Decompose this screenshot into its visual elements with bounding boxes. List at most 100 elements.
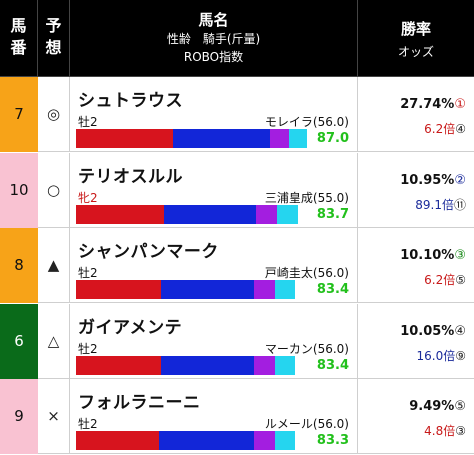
table-header: 馬 番 予 想 馬名 性齢 騎手(斤量) ROBO指数 勝率 オッズ [0,0,474,77]
horse-name[interactable]: シュトラウス [78,91,183,111]
win-rate-cell: 27.74%① 6.2倍④ [358,77,474,152]
odds-value: 4.8倍 [424,424,456,438]
sex-age: 牝2 [78,190,98,205]
win-rate-rank: ② [454,172,466,188]
win-rate-rank: ⑤ [454,399,466,414]
bar-segment-purple [253,431,275,450]
sex-age: 牡2 [78,266,98,280]
horse-number: 9 [0,379,38,454]
horse-number: 8 [0,228,38,303]
horse-number: 7 [0,77,38,152]
horse-info: フォルラニーニ 牡2 ルメール(56.0) 83.3 [70,379,358,454]
odds: 6.2倍⑤ [424,271,466,288]
odds: 4.8倍③ [424,422,466,439]
bar-segment-blue [161,280,254,299]
bar-segment-purple [253,355,275,375]
table-row[interactable]: 9 × フォルラニーニ 牡2 ルメール(56.0) 83.3 9.49%⑤ 4.… [0,379,474,454]
odds-rank: ⑨ [455,348,466,363]
header-odds-label: オッズ [397,45,434,59]
robo-index-bar [76,280,307,299]
bar-segment-purple [270,129,289,148]
horse-info: ガイアメンテ 牡2 マーカン(56.0) 83.4 [70,303,358,379]
sex-age: 牡2 [78,341,98,356]
odds-value: 89.1倍 [415,197,454,212]
horse-info: テリオスルル 牝2 三浦皇成(55.0) 83.7 [70,152,358,228]
horse-name[interactable]: フォルラニーニ [78,393,201,413]
bar-segment-red [76,280,162,299]
horse-name[interactable]: ガイアメンテ [78,317,183,338]
header-prediction: 予 想 [38,0,70,77]
robo-index-bar [76,129,307,148]
bar-segment-cyan [274,280,296,299]
win-rate-rank: ④ [454,323,466,339]
bar-segment-red [76,355,162,375]
odds: 89.1倍⑪ [415,196,466,213]
bar-segment-cyan [288,129,307,148]
sex-age: 牡2 [78,115,98,129]
bar-segment-blue [161,355,254,375]
bar-segment-blue [163,204,257,224]
jockey-weight: モレイラ(56.0) [264,115,349,129]
robo-index-bar [76,204,307,224]
prediction-mark: ▲ [38,228,70,303]
header-win-rate: 勝率 オッズ [358,0,474,77]
horse-info: シャンパンマーク 牡2 戸崎圭太(56.0) 83.4 [70,228,358,303]
win-rate: 10.10%③ [400,248,466,263]
robo-index-score: 83.4 [316,282,349,297]
win-rate-value: 10.10% [400,248,455,263]
odds-rank: ⑪ [453,197,466,212]
win-rate-rank: ③ [454,248,466,263]
header-rate-label: 勝率 [400,20,431,38]
win-rate-value: 27.74% [400,97,455,112]
bar-segment-red [76,204,164,224]
win-rate: 27.74%① [400,97,466,112]
horse-number: 10 [0,152,38,228]
win-rate-rank: ① [454,97,466,112]
horse-info: シュトラウス 牡2 モレイラ(56.0) 87.0 [70,77,358,152]
table-row[interactable]: 10 ○ テリオスルル 牝2 三浦皇成(55.0) 83.7 10.95%② 8… [0,152,474,228]
win-rate-value: 10.05% [400,323,455,339]
jockey-weight: マーカン(56.0) [264,341,349,356]
table-row[interactable]: 6 △ ガイアメンテ 牡2 マーカン(56.0) 83.4 10.05%④ 16… [0,303,474,379]
bar-segment-blue [173,129,271,148]
jockey-weight: 三浦皇成(55.0) [264,190,349,205]
odds-rank: ④ [455,122,466,136]
win-rate-value: 9.49% [409,399,455,414]
horse-name[interactable]: シャンパンマーク [78,242,219,262]
prediction-mark: ○ [38,152,70,228]
bar-segment-cyan [274,431,296,450]
bar-segment-blue [159,431,254,450]
robo-index-bar [76,355,307,375]
bar-segment-cyan [276,204,298,224]
jockey-weight: ルメール(56.0) [264,417,349,431]
horse-number: 6 [0,303,38,379]
odds-rank: ⑤ [455,273,466,287]
prediction-mark: △ [38,303,70,379]
bar-segment-red [76,431,160,450]
win-rate-value: 10.95% [400,172,455,188]
win-rate-cell: 10.10%③ 6.2倍⑤ [358,228,474,303]
odds: 16.0倍⑨ [417,347,467,364]
table-row[interactable]: 7 ◎ シュトラウス 牡2 モレイラ(56.0) 87.0 27.74%① 6.… [0,77,474,152]
win-rate-cell: 10.95%② 89.1倍⑪ [358,153,474,228]
jockey-weight: 戸崎圭太(56.0) [264,266,349,280]
header-sexage-jockey-label: 性齢 騎手(斤量) [166,32,261,46]
bar-segment-red [76,129,174,148]
sex-age: 牡2 [78,417,98,431]
win-rate-cell: 10.05%④ 16.0倍⑨ [358,304,474,379]
header-name-label: 馬名 [198,11,229,29]
table-row[interactable]: 8 ▲ シャンパンマーク 牡2 戸崎圭太(56.0) 83.4 10.10%③ … [0,228,474,303]
win-rate: 10.05%④ [400,324,466,339]
prediction-mark: × [38,379,70,454]
win-rate-cell: 9.49%⑤ 4.8倍③ [358,379,474,454]
odds-value: 6.2倍 [424,273,456,287]
header-horse-name: 馬名 性齢 騎手(斤量) ROBO指数 [70,0,358,77]
odds-value: 6.2倍 [424,122,456,136]
horse-name[interactable]: テリオスルル [78,166,183,187]
bar-segment-purple [253,280,275,299]
robo-index-score: 83.4 [316,357,349,373]
bar-segment-cyan [274,355,296,375]
win-rate: 10.95%② [400,173,466,188]
bar-segment-purple [256,204,277,224]
robo-index-bar [76,431,307,450]
